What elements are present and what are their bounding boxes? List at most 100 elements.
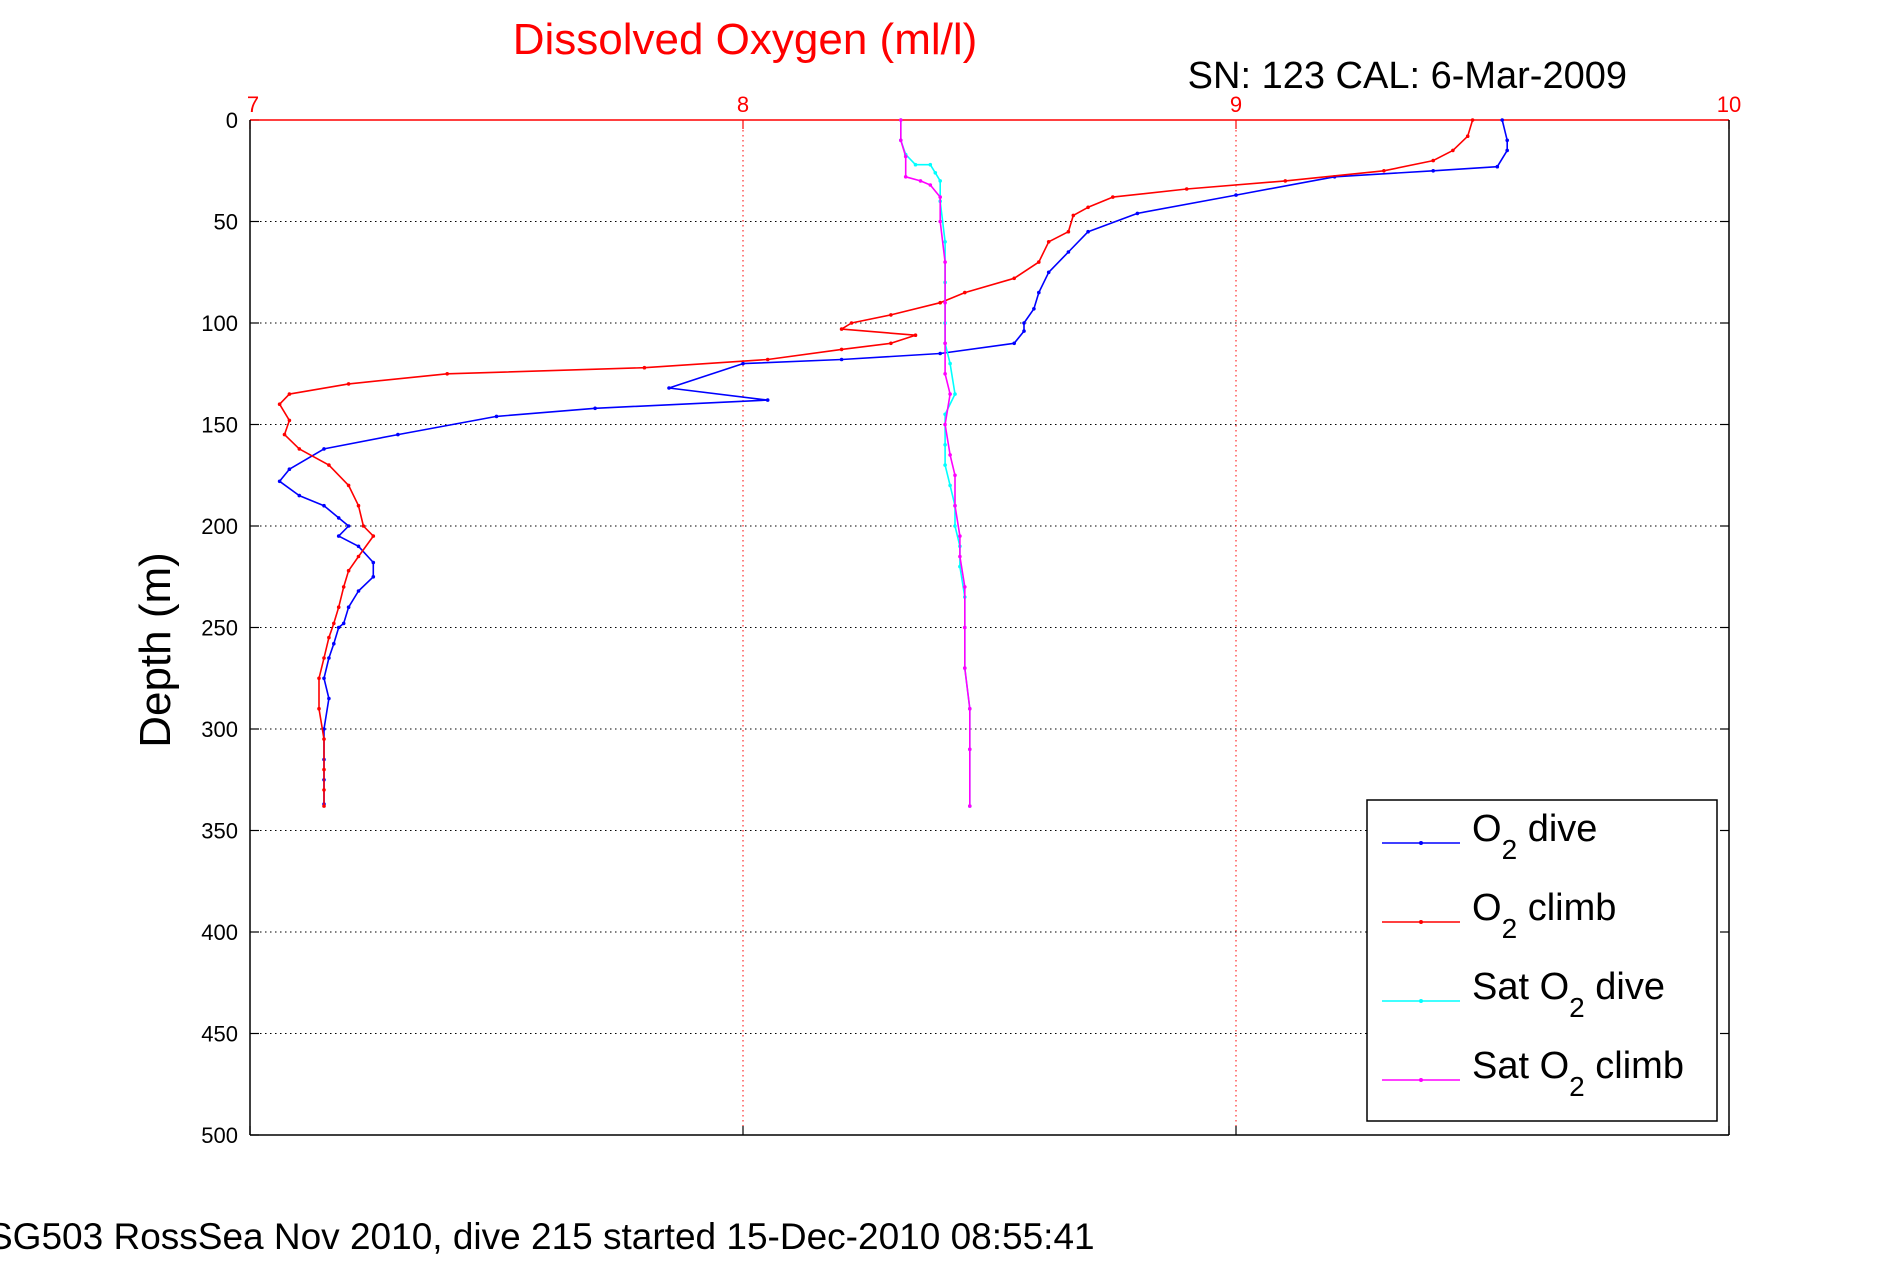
data-point-sat-o2-climb: [903, 154, 908, 159]
data-point-sat-o2-dive: [913, 162, 918, 167]
data-point-sat-o2-climb: [943, 341, 947, 346]
data-point-sat-o2-climb: [943, 300, 947, 305]
data-point-o2-climb: [642, 365, 647, 370]
data-point-o2-climb: [1066, 229, 1071, 234]
data-point-o2-climb: [889, 341, 893, 346]
data-point-o2-climb: [889, 313, 893, 317]
data-point-o2-climb: [322, 788, 326, 792]
data-point-o2-climb: [1431, 158, 1435, 163]
data-point-o2-dive: [356, 544, 361, 549]
data-point-o2-climb: [356, 503, 361, 508]
data-point-o2-climb: [341, 585, 346, 589]
series-layer: [277, 118, 1509, 808]
data-point-o2-dive: [494, 414, 499, 419]
data-point-o2-dive: [1500, 118, 1504, 122]
data-point-o2-climb: [282, 432, 287, 437]
data-point-sat-o2-dive: [943, 443, 947, 447]
y-tick-label: 400: [201, 920, 238, 945]
data-point-o2-climb: [317, 676, 321, 681]
data-point-o2-climb: [765, 357, 770, 362]
data-point-o2-dive: [336, 625, 341, 630]
data-point-sat-o2-climb: [903, 175, 908, 179]
data-point-sat-o2-climb: [943, 260, 947, 264]
x-tick-label: 7: [247, 92, 259, 117]
x-tick-label: 8: [737, 92, 749, 117]
legend-label-sat-o2-climb: Sat O2 climb: [1472, 1045, 1684, 1102]
data-point-o2-dive: [1012, 341, 1016, 346]
data-point-o2-dive: [322, 503, 326, 508]
legend-label-sat-o2-dive: Sat O2 dive: [1472, 966, 1665, 1023]
legend-box: [1366, 799, 1718, 1122]
y-tick-label: 300: [201, 717, 238, 742]
data-point-sat-o2-climb: [968, 706, 972, 711]
data-point-sat-o2-climb: [968, 804, 972, 808]
data-point-o2-dive: [327, 656, 331, 660]
y-tick-label: 0: [226, 108, 238, 133]
data-point-sat-o2-dive: [953, 524, 957, 528]
data-point-sat-o2-climb: [948, 453, 952, 457]
data-point-o2-climb: [317, 706, 321, 711]
y-tick-label: 150: [201, 413, 238, 438]
data-point-o2-dive: [332, 641, 336, 646]
data-point-o2-dive: [1495, 164, 1500, 169]
data-point-o2-climb: [1037, 260, 1041, 264]
data-point-sat-o2-dive: [943, 240, 947, 244]
data-point-o2-climb: [287, 392, 292, 396]
footer-caption: SG503 RossSea Nov 2010, dive 215 started…: [0, 1216, 1095, 1257]
data-point-sat-o2-climb: [938, 219, 942, 224]
data-point-sat-o2-dive: [948, 361, 952, 366]
data-point-o2-climb: [1046, 240, 1051, 244]
data-point-o2-dive: [371, 560, 376, 565]
data-point-o2-dive: [1505, 148, 1509, 153]
data-point-o2-climb: [346, 568, 351, 573]
data-point-o2-climb: [1470, 118, 1475, 122]
x-tick-label: 10: [1717, 92, 1741, 117]
data-point-o2-climb: [277, 402, 282, 407]
x-tick-label: 9: [1230, 92, 1242, 117]
data-point-o2-dive: [1234, 193, 1238, 197]
data-point-o2-climb: [445, 372, 450, 376]
data-point-sat-o2-dive: [933, 171, 938, 175]
data-point-o2-dive: [741, 361, 745, 366]
data-point-o2-climb: [322, 737, 326, 741]
data-point-sat-o2-climb: [899, 138, 903, 143]
data-point-sat-o2-climb: [953, 503, 957, 508]
data-point-o2-dive: [322, 447, 326, 451]
data-point-o2-climb: [287, 418, 292, 423]
data-point-o2-climb: [1086, 205, 1090, 210]
data-point-o2-climb: [1451, 148, 1455, 153]
data-point-sat-o2-climb: [953, 473, 957, 478]
data-point-sat-o2-dive: [948, 483, 952, 488]
data-point-o2-climb: [297, 447, 302, 451]
data-point-o2-dive: [1505, 138, 1509, 143]
y-tick-label: 50: [214, 210, 238, 235]
data-point-o2-dive: [1046, 270, 1051, 275]
data-point-o2-climb: [356, 554, 361, 559]
y-axis-label: Depth (m): [131, 552, 180, 748]
grid-layer: [250, 120, 1729, 1135]
data-point-o2-dive: [346, 524, 351, 528]
legend-marker-o2-climb: [1419, 920, 1423, 924]
data-point-o2-dive: [336, 534, 341, 538]
data-point-o2-dive: [1037, 290, 1041, 295]
data-point-o2-climb: [322, 804, 326, 808]
data-point-o2-dive: [1066, 250, 1071, 254]
data-point-o2-climb: [327, 635, 331, 640]
data-point-o2-climb: [1012, 276, 1016, 281]
data-point-o2-dive: [356, 589, 361, 593]
data-point-o2-dive: [341, 621, 346, 626]
y-tick-label: 500: [201, 1123, 238, 1148]
data-point-sat-o2-climb: [963, 585, 967, 589]
data-point-o2-climb: [913, 333, 918, 338]
data-point-o2-dive: [346, 605, 351, 609]
data-point-o2-climb: [1071, 213, 1076, 218]
legend-label-o2-dive: O2 dive: [1472, 808, 1597, 865]
data-point-o2-climb: [1184, 187, 1189, 191]
legend-marker-sat-o2-dive: [1419, 999, 1423, 1003]
data-point-o2-dive: [593, 406, 597, 411]
data-point-o2-climb: [938, 300, 942, 305]
data-point-o2-dive: [297, 493, 302, 498]
data-point-o2-dive: [287, 467, 292, 472]
legend-marker-sat-o2-climb: [1419, 1078, 1423, 1082]
